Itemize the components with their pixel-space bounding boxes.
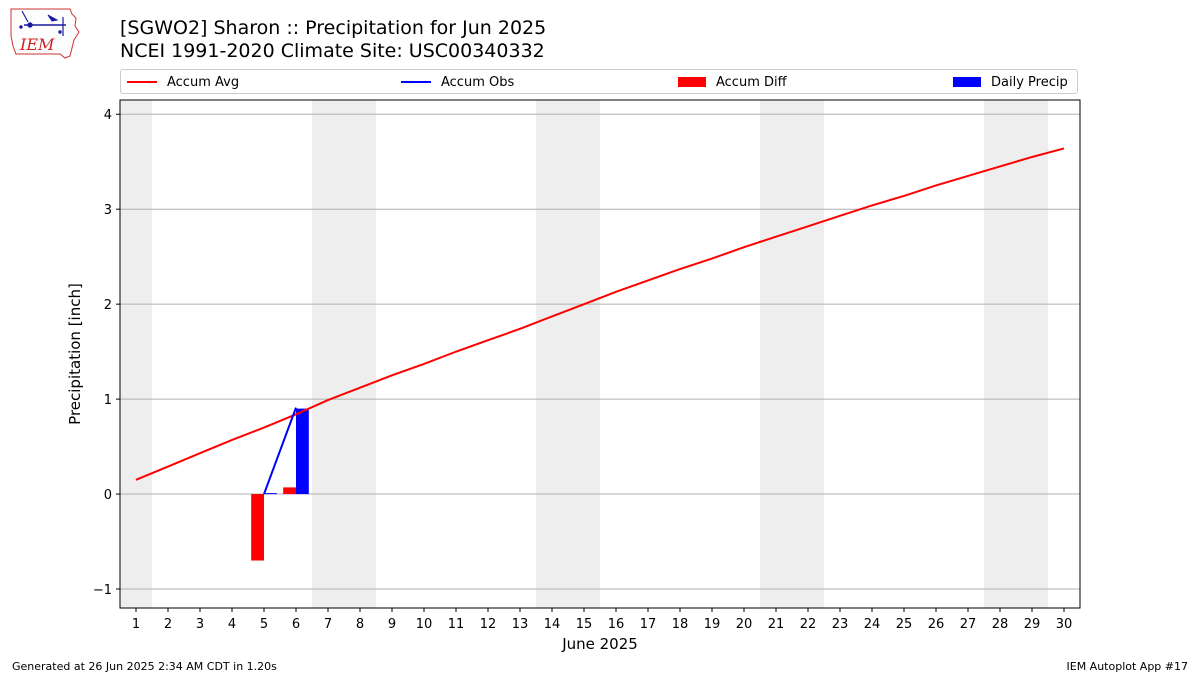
x-tick-label: 21	[768, 617, 785, 632]
x-tick-label: 27	[960, 617, 977, 632]
x-tick-label: 2	[164, 617, 172, 632]
x-tick-label: 3	[196, 617, 204, 632]
legend-swatch-accum-avg	[127, 81, 157, 83]
x-tick-label: 19	[704, 617, 721, 632]
legend-item-accum-obs: Accum Obs	[401, 74, 514, 90]
legend-item-accum-avg: Accum Avg	[127, 74, 239, 90]
legend-item-accum-diff: Accum Diff	[678, 74, 787, 90]
weekend-band-21	[760, 100, 792, 608]
weekend-band-22	[792, 100, 824, 608]
x-tick-label: 5	[260, 617, 268, 632]
chart-subtitle: NCEI 1991-2020 Climate Site: USC00340332	[120, 40, 545, 62]
bars	[251, 408, 309, 561]
legend-label-daily-precip: Daily Precip	[991, 74, 1068, 90]
weekend-band-8	[344, 100, 376, 608]
weekend-band-29	[1016, 100, 1048, 608]
x-tick-label: 7	[324, 617, 332, 632]
legend-label-accum-diff: Accum Diff	[716, 74, 787, 90]
x-tick-label: 12	[480, 617, 497, 632]
x-tick-label: 6	[292, 617, 300, 632]
x-tick-label: 15	[576, 617, 593, 632]
x-tick-label: 8	[356, 617, 364, 632]
x-tick-label: 22	[800, 617, 817, 632]
x-tick-label: 29	[1024, 617, 1041, 632]
weekend-band-1	[120, 100, 152, 608]
legend: Accum Avg Accum Obs Accum Diff Daily Pre…	[120, 69, 1078, 94]
x-tick-label: 13	[512, 617, 529, 632]
line-accum-obs	[263, 407, 297, 495]
y-tick-label: 0	[104, 488, 112, 503]
x-tick-label: 1	[132, 617, 140, 632]
gridlines	[120, 113, 1080, 590]
series-lines	[135, 147, 1065, 495]
x-tick-label: 26	[928, 617, 945, 632]
weekend-band-28	[984, 100, 1016, 608]
weekend-bands	[120, 100, 1048, 608]
x-tick-label: 16	[608, 617, 625, 632]
weather-station-icon	[19, 10, 66, 36]
legend-label-accum-obs: Accum Obs	[441, 74, 515, 90]
weekend-band-7	[312, 100, 344, 608]
x-tick-label: 30	[1056, 617, 1073, 632]
x-tick-label: 23	[832, 617, 849, 632]
y-tick-label: 1	[104, 393, 112, 408]
y-axis: −1 0 1 2 3 4	[93, 108, 120, 598]
bar-daily-precip-day-6	[296, 408, 309, 495]
x-tick-label: 4	[228, 617, 236, 632]
line-accum-avg	[135, 147, 1065, 481]
weekend-band-14	[536, 100, 568, 608]
x-axis: 1 2 3 4 5 6 7 8 9 10 11 12 13 14 15 16 17 18 19 20 21 22 23 24 2…	[132, 608, 1072, 632]
plot-frame	[119, 99, 1081, 609]
x-tick-label: 10	[416, 617, 433, 632]
iem-logo: IEM	[10, 8, 80, 59]
legend-swatch-accum-obs	[401, 81, 431, 83]
legend-item-daily-precip: Daily Precip	[953, 74, 1068, 90]
bar-accum-diff-day-6	[283, 487, 296, 495]
legend-swatch-daily-precip	[953, 77, 981, 87]
x-tick-label: 20	[736, 617, 753, 632]
weekend-band-15	[568, 100, 600, 608]
legend-label-accum-avg: Accum Avg	[167, 74, 240, 90]
x-axis-label: June 2025	[561, 635, 638, 653]
app-credit: IEM Autoplot App #17	[1066, 660, 1189, 673]
chart-title: [SGWO2] Sharon :: Precipitation for Jun …	[120, 17, 547, 39]
bar-accum-diff-day-5	[251, 494, 264, 561]
y-tick-label: 4	[104, 108, 112, 123]
logo-text: IEM	[19, 35, 55, 54]
x-tick-label: 28	[992, 617, 1009, 632]
x-tick-label: 9	[388, 617, 396, 632]
y-tick-label: 3	[104, 203, 112, 218]
x-tick-label: 14	[544, 617, 561, 632]
x-tick-label: 25	[896, 617, 913, 632]
x-tick-label: 24	[864, 617, 881, 632]
y-tick-label: 2	[104, 298, 112, 313]
x-tick-label: 18	[672, 617, 689, 632]
legend-swatch-accum-diff	[678, 77, 706, 87]
x-tick-label: 11	[448, 617, 465, 632]
bar-daily-precip-day-5	[264, 493, 277, 495]
y-axis-label: Precipitation [inch]	[66, 283, 84, 425]
generated-timestamp: Generated at 26 Jun 2025 2:34 AM CDT in …	[12, 660, 277, 673]
y-tick-label: −1	[93, 583, 112, 598]
x-tick-label: 17	[640, 617, 657, 632]
